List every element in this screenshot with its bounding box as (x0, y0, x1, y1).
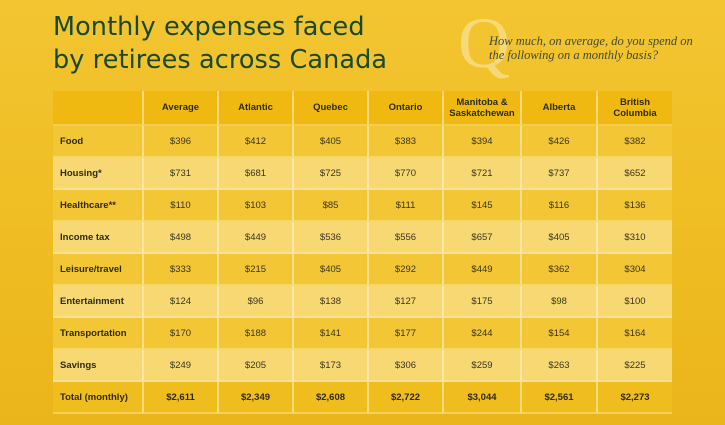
table-cell: $556 (367, 222, 442, 254)
table-cell: $96 (217, 286, 292, 318)
table-cell: $412 (217, 126, 292, 158)
table-row: Savings $249 $205 $173 $306 $259 $263 $225 (53, 350, 672, 382)
row-label: Leisure/travel (53, 254, 142, 286)
table-cell: $725 (292, 158, 367, 190)
table-cell: $138 (292, 286, 367, 318)
table-cell: $173 (292, 350, 367, 382)
table-cell: $100 (596, 286, 672, 318)
table-cell: $111 (367, 190, 442, 222)
table-cell: $124 (142, 286, 217, 318)
table-row: Transportation $170 $188 $141 $177 $244 $154 $1… (53, 318, 672, 350)
total-cell: $3,044 (442, 382, 520, 414)
table-cell: $263 (520, 350, 596, 382)
table-total-row: Total (monthly) $2,611 $2,349 $2,608 $2,722 $… (53, 382, 672, 414)
table-body: Food $396 $412 $405 $383 $394 $426 $382 Housing*… (53, 126, 672, 382)
column-header: Alberta (520, 91, 596, 126)
table-cell: $405 (520, 222, 596, 254)
column-header: Atlantic (217, 91, 292, 126)
table-row: Food $396 $412 $405 $383 $394 $426 $382 (53, 126, 672, 158)
row-label: Housing* (53, 158, 142, 190)
table-cell: $382 (596, 126, 672, 158)
table-cell: $737 (520, 158, 596, 190)
table-cell: $449 (217, 222, 292, 254)
q-letter-icon: Q (458, 3, 510, 83)
table-cell: $657 (442, 222, 520, 254)
table-row: Healthcare** $110 $103 $85 $111 $145 $116 $136 (53, 190, 672, 222)
table-cell: $405 (292, 126, 367, 158)
table-cell: $205 (217, 350, 292, 382)
table-cell: $396 (142, 126, 217, 158)
table-cell: $164 (596, 318, 672, 350)
table-cell: $304 (596, 254, 672, 286)
column-header: Ontario (367, 91, 442, 126)
column-header: Average (142, 91, 217, 126)
row-label: Entertainment (53, 286, 142, 318)
table-cell: $426 (520, 126, 596, 158)
table-cell: $175 (442, 286, 520, 318)
table-cell: $362 (520, 254, 596, 286)
table-cell: $170 (142, 318, 217, 350)
total-cell: $2,611 (142, 382, 217, 414)
total-cell: $2,561 (520, 382, 596, 414)
table-cell: $249 (142, 350, 217, 382)
column-header: Quebec (292, 91, 367, 126)
expenses-table: Average Atlantic Quebec Ontario Manitoba & S… (53, 91, 672, 414)
table-cell: $145 (442, 190, 520, 222)
table-cell: $333 (142, 254, 217, 286)
table-cell: $498 (142, 222, 217, 254)
table-row: Leisure/travel $333 $215 $405 $292 $449 $362 $3… (53, 254, 672, 286)
row-label: Healthcare** (53, 190, 142, 222)
table-cell: $103 (217, 190, 292, 222)
table-row: Housing* $731 $681 $725 $770 $721 $737 $652 (53, 158, 672, 190)
column-header: British Columbia (596, 91, 672, 126)
table-cell: $681 (217, 158, 292, 190)
total-label: Total (monthly) (53, 382, 142, 414)
total-cell: $2,349 (217, 382, 292, 414)
table-cell: $310 (596, 222, 672, 254)
column-header: Manitoba & Saskatchewan (442, 91, 520, 126)
total-cell: $2,722 (367, 382, 442, 414)
table-cell: $98 (520, 286, 596, 318)
table-cell: $225 (596, 350, 672, 382)
table-cell: $141 (292, 318, 367, 350)
page-title: Monthly expenses faced by retirees acros… (53, 11, 433, 77)
table-header-row: Average Atlantic Quebec Ontario Manitoba & S… (53, 91, 672, 126)
table-row: Income tax $498 $449 $536 $556 $657 $405 $310 (53, 222, 672, 254)
row-label: Savings (53, 350, 142, 382)
table-cell: $731 (142, 158, 217, 190)
row-label: Food (53, 126, 142, 158)
title-line-2: by retirees across Canada (53, 45, 388, 75)
table-cell: $770 (367, 158, 442, 190)
table-cell: $154 (520, 318, 596, 350)
table-cell: $405 (292, 254, 367, 286)
table-cell: $652 (596, 158, 672, 190)
table-row: Entertainment $124 $96 $138 $127 $175 $98 $100 (53, 286, 672, 318)
table-cell: $110 (142, 190, 217, 222)
header-blank (53, 91, 142, 126)
table-cell: $306 (367, 350, 442, 382)
table-cell: $177 (367, 318, 442, 350)
total-cell: $2,273 (596, 382, 672, 414)
table-cell: $383 (367, 126, 442, 158)
table-cell: $449 (442, 254, 520, 286)
table-cell: $259 (442, 350, 520, 382)
table-cell: $188 (217, 318, 292, 350)
table-cell: $721 (442, 158, 520, 190)
table-cell: $244 (442, 318, 520, 350)
table-cell: $85 (292, 190, 367, 222)
table-cell: $116 (520, 190, 596, 222)
row-label: Income tax (53, 222, 142, 254)
table-cell: $215 (217, 254, 292, 286)
row-label: Transportation (53, 318, 142, 350)
table-cell: $536 (292, 222, 367, 254)
table-cell: $292 (367, 254, 442, 286)
table-cell: $136 (596, 190, 672, 222)
table-cell: $394 (442, 126, 520, 158)
table-cell: $127 (367, 286, 442, 318)
title-line-1: Monthly expenses faced (53, 12, 365, 42)
total-cell: $2,608 (292, 382, 367, 414)
survey-question: How much, on average, do you spend on th… (489, 34, 693, 62)
